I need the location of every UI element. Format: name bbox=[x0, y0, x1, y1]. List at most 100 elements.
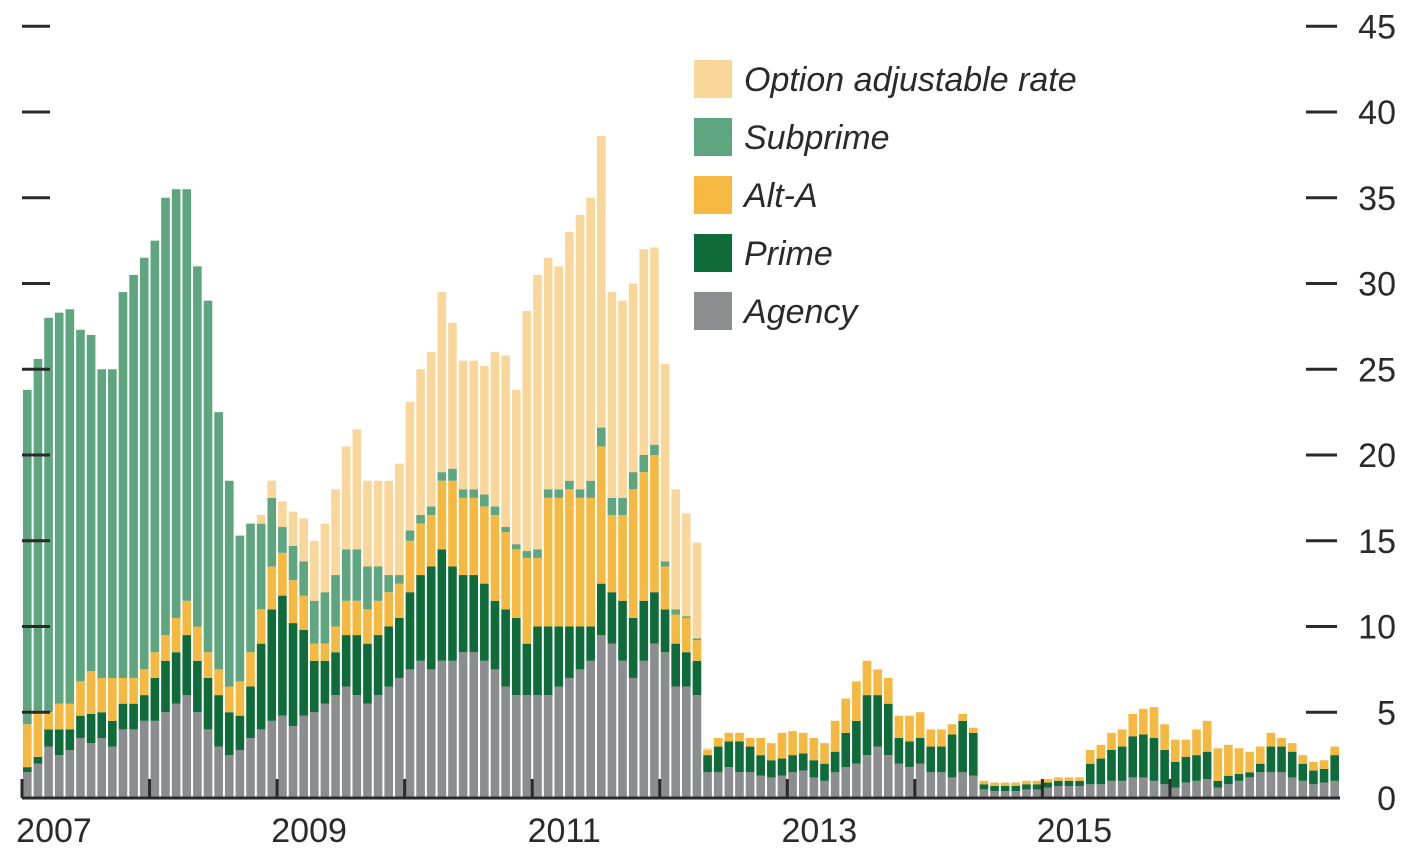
bar-segment-agency-88 bbox=[958, 772, 967, 798]
bar-segment-agency-4 bbox=[65, 749, 75, 798]
bar-segment-agency-71 bbox=[777, 775, 787, 798]
bar-segment-prime-73 bbox=[798, 753, 808, 771]
bar-segment-alt-a-117 bbox=[1266, 732, 1276, 747]
bar-segment-subprime-9 bbox=[118, 292, 128, 678]
bar-segment-subprime-44 bbox=[490, 506, 500, 516]
bar-segment-agency-90 bbox=[979, 789, 989, 798]
bar-segment-alt-a-4 bbox=[65, 703, 75, 730]
bar-segment-prime-54 bbox=[596, 583, 606, 636]
bar-segment-agency-51 bbox=[565, 677, 574, 798]
bar-segment-agency-19 bbox=[224, 755, 234, 799]
bar-segment-prime-96 bbox=[1043, 782, 1053, 788]
bar-segment-alt-a-83 bbox=[905, 715, 914, 742]
bar-segment-subprime-41 bbox=[458, 489, 468, 498]
bar-segment-agency-46 bbox=[511, 695, 521, 798]
bar-segment-prime-25 bbox=[288, 623, 298, 726]
bar-segment-subprime-19 bbox=[224, 480, 234, 687]
legend-label: Option adjustable rate bbox=[744, 61, 1077, 99]
bar-segment-prime-119 bbox=[1287, 751, 1297, 778]
bar-segment-subprime-17 bbox=[203, 300, 213, 653]
bar-segment-alt-a-65 bbox=[713, 737, 723, 747]
bar-segment-alt-a-115 bbox=[1245, 751, 1254, 773]
bar-segment-agency-58 bbox=[639, 660, 649, 798]
bar-segment-option-adjustable-rate-57 bbox=[628, 283, 638, 473]
bar-segment-prime-108 bbox=[1170, 761, 1180, 788]
bar-segment-option-adjustable-rate-52 bbox=[575, 214, 585, 490]
bar-segment-agency-7 bbox=[97, 737, 107, 798]
legend-label: Agency bbox=[742, 293, 859, 331]
bar-segment-prime-77 bbox=[841, 732, 851, 768]
bar-segment-alt-a-122 bbox=[1319, 760, 1329, 769]
bar-segment-alt-a-29 bbox=[331, 626, 340, 653]
bar-segment-agency-27 bbox=[309, 712, 319, 798]
bar-segment-alt-a-112 bbox=[1213, 748, 1223, 781]
bar-segment-subprime-29 bbox=[331, 575, 340, 627]
bar-segment-alt-a-73 bbox=[798, 732, 808, 754]
bar-segment-subprime-47 bbox=[522, 551, 532, 558]
bar-segment-prime-23 bbox=[267, 609, 277, 721]
bar-segment-option-adjustable-rate-38 bbox=[426, 352, 436, 507]
bar-segment-agency-40 bbox=[448, 660, 457, 798]
bar-segment-prime-10 bbox=[129, 703, 138, 730]
bar-segment-agency-62 bbox=[682, 686, 691, 798]
bar-segment-alt-a-92 bbox=[1000, 782, 1010, 786]
bar-segment-agency-28 bbox=[320, 703, 330, 798]
bar-segment-agency-74 bbox=[809, 777, 819, 798]
bar-segment-alt-a-49 bbox=[543, 497, 553, 627]
bar-segment-agency-111 bbox=[1202, 779, 1212, 798]
bar-segment-subprime-42 bbox=[469, 489, 479, 498]
bar-segment-alt-a-31 bbox=[352, 600, 362, 636]
bar-segment-subprime-24 bbox=[278, 527, 287, 553]
bar-segment-prime-63 bbox=[692, 660, 702, 696]
bar-segment-option-adjustable-rate-50 bbox=[554, 266, 564, 490]
bar-segment-option-adjustable-rate-55 bbox=[607, 292, 617, 498]
bar-segment-prime-29 bbox=[331, 652, 340, 696]
bar-segment-prime-26 bbox=[299, 629, 308, 716]
bar-segment-option-adjustable-rate-24 bbox=[278, 501, 287, 528]
bar-segment-alt-a-99 bbox=[1075, 777, 1084, 781]
bar-segment-agency-115 bbox=[1245, 777, 1254, 798]
bar-segment-agency-77 bbox=[841, 767, 851, 798]
bar-segment-prime-39 bbox=[437, 549, 447, 661]
bar-segment-alt-a-87 bbox=[947, 724, 957, 735]
bar-segment-alt-a-69 bbox=[756, 737, 766, 756]
bar-segment-alt-a-63 bbox=[692, 640, 702, 661]
bar-segment-alt-a-114 bbox=[1234, 748, 1244, 774]
bar-segment-prime-55 bbox=[607, 592, 617, 644]
bar-segment-subprime-35 bbox=[395, 575, 404, 584]
bar-segment-option-adjustable-rate-33 bbox=[373, 480, 383, 567]
bar-segment-option-adjustable-rate-28 bbox=[320, 523, 330, 593]
legend-swatch-option-adjustable-rate bbox=[694, 60, 732, 98]
bar-segment-agency-59 bbox=[650, 643, 659, 798]
bar-segment-agency-0 bbox=[23, 772, 32, 798]
bar-segment-alt-a-101 bbox=[1096, 744, 1106, 759]
bar-segment-alt-a-44 bbox=[490, 515, 500, 601]
bar-segment-prime-88 bbox=[958, 720, 967, 773]
bar-segment-agency-79 bbox=[862, 755, 872, 799]
bar-segment-agency-37 bbox=[416, 660, 425, 798]
bar-segment-prime-84 bbox=[915, 737, 925, 764]
bar-segment-alt-a-34 bbox=[384, 592, 394, 627]
bar-segment-prime-41 bbox=[458, 575, 468, 653]
bar-segment-prime-2 bbox=[44, 729, 53, 747]
bar-segment-prime-78 bbox=[852, 720, 861, 764]
x-tick-label: 2015 bbox=[1037, 812, 1113, 848]
bar-segment-subprime-8 bbox=[108, 369, 117, 678]
bar-segment-prime-98 bbox=[1064, 780, 1074, 786]
bar-segment-prime-34 bbox=[384, 626, 394, 687]
bar-segment-alt-a-38 bbox=[426, 515, 436, 567]
bar-segment-agency-20 bbox=[235, 749, 245, 798]
bar-segment-option-adjustable-rate-32 bbox=[363, 480, 372, 567]
y-tick-label: 15 bbox=[1358, 523, 1396, 561]
bar-segment-prime-60 bbox=[660, 609, 670, 653]
bar-segment-alt-a-5 bbox=[76, 681, 85, 716]
bar-segment-prime-45 bbox=[501, 609, 510, 687]
bar-segment-agency-8 bbox=[108, 746, 117, 798]
bar-segment-prime-30 bbox=[341, 635, 351, 687]
bar-segment-subprime-20 bbox=[235, 535, 245, 682]
bar-segment-subprime-43 bbox=[480, 494, 489, 507]
bar-segment-agency-29 bbox=[331, 695, 340, 798]
bar-segment-agency-121 bbox=[1309, 784, 1318, 798]
bar-segment-alt-a-35 bbox=[395, 583, 404, 618]
bar-segment-alt-a-97 bbox=[1054, 777, 1063, 781]
